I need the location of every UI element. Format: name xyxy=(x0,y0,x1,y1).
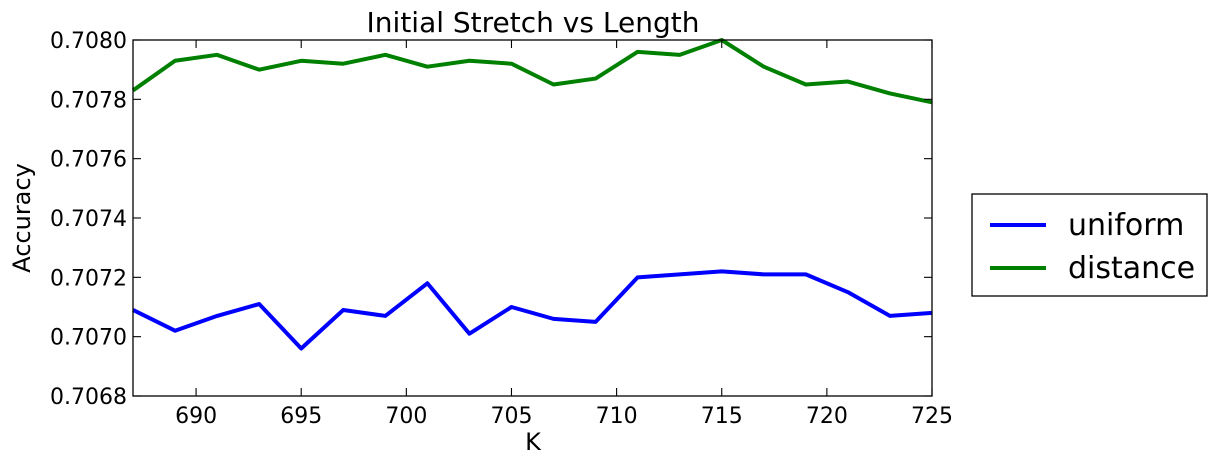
x-tick-label: 710 xyxy=(596,404,638,429)
y-tick-label: 0.7078 xyxy=(50,88,127,113)
series-line-uniform xyxy=(132,269,933,351)
x-tick-label: 700 xyxy=(385,404,427,429)
legend-label-uniform: uniform xyxy=(1068,208,1184,243)
y-tick-label: 0.7070 xyxy=(50,326,127,351)
ticks-group: 690 695 700 705 710 715 720 725 0.7068 0.7070 0.70… xyxy=(50,29,953,429)
legend-label-distance: distance xyxy=(1068,251,1195,286)
x-tick-label: 705 xyxy=(490,404,532,429)
y-axis-label: Accuracy xyxy=(8,163,36,273)
legend: uniform distance xyxy=(971,193,1208,297)
plot-frame xyxy=(132,39,933,397)
x-tick-label: 690 xyxy=(175,404,217,429)
y-tick-label: 0.7080 xyxy=(50,29,127,54)
x-tick-label: 695 xyxy=(280,404,322,429)
y-tick-label: 0.7072 xyxy=(50,266,127,291)
x-tick-label: 715 xyxy=(701,404,743,429)
x-axis-label: K xyxy=(525,428,542,456)
legend-box xyxy=(971,193,1208,297)
y-tick-label: 0.7074 xyxy=(50,207,127,232)
chart-title: Initial Stretch vs Length xyxy=(367,6,700,39)
y-tick-label: 0.7076 xyxy=(50,148,127,173)
x-tick-label: 720 xyxy=(806,404,848,429)
y-tick-label: 0.7068 xyxy=(50,385,127,410)
series-group xyxy=(131,38,933,351)
x-tick-label: 725 xyxy=(911,404,953,429)
series-line-distance xyxy=(131,38,933,105)
